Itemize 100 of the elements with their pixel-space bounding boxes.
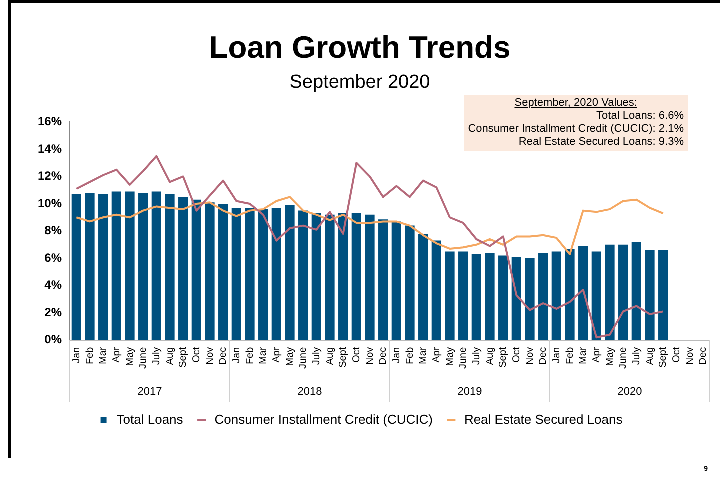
- x-tick-label: Aug: [324, 347, 336, 366]
- x-tick-label: July: [471, 347, 482, 366]
- x-tick-label: Sept: [178, 347, 190, 368]
- x-tick-label: July: [631, 347, 642, 366]
- annotation: Consumer Installment Credit (CUCIC): 2.1%: [468, 123, 684, 136]
- x-tick-label: June: [458, 346, 470, 370]
- x-tick-label: Oct: [191, 347, 202, 363]
- bar: [125, 192, 135, 340]
- bar: [578, 246, 588, 340]
- x-tick-label: Oct: [671, 347, 682, 363]
- annotation: Total Loans: 6.6%: [596, 110, 684, 123]
- x-tick-label: Feb: [564, 346, 576, 365]
- x-tick-label: Sept: [498, 347, 510, 368]
- y-tick-label: 8%: [44, 224, 62, 238]
- x-tick-label: Dec: [218, 347, 230, 366]
- bar: [592, 252, 602, 340]
- x-tick-label: Oct: [351, 347, 362, 363]
- bar: [72, 194, 82, 340]
- text: September, 2020 Values:: [514, 97, 638, 110]
- bar: [152, 192, 162, 340]
- bar: [178, 197, 188, 340]
- x-tick-label: Apr: [431, 346, 442, 363]
- bar: [138, 193, 148, 340]
- bar: [392, 222, 402, 340]
- bar: [365, 214, 375, 340]
- x-tick-label: Nov: [684, 347, 696, 366]
- y-tick-label: 12%: [38, 169, 62, 184]
- x-tick-label: Feb: [244, 346, 256, 365]
- bar: [245, 208, 255, 340]
- bar: [458, 252, 468, 340]
- y-tick-label: 2%: [44, 305, 62, 320]
- y-tick-label: 10%: [38, 196, 62, 210]
- x-tick-label: May: [444, 347, 456, 366]
- x-tick-label: Feb: [84, 346, 96, 365]
- bar: [658, 250, 668, 340]
- legend-label: Real Estate Secured Loans: [464, 412, 624, 428]
- bar: [205, 202, 215, 340]
- x-tick-label: Apr: [111, 346, 122, 363]
- chart-title: Loan Growth Trends: [208, 30, 512, 66]
- bar: [498, 256, 508, 340]
- bar: [272, 208, 282, 340]
- y-tick-label: 4%: [44, 278, 62, 292]
- annotation: Real Estate Secured Loans: 9.3%: [518, 136, 684, 149]
- bar: [472, 254, 482, 340]
- bar: [512, 257, 522, 340]
- x-tick-label: June: [298, 346, 310, 370]
- x-tick-label: Mar: [578, 346, 590, 365]
- bar: [525, 258, 535, 340]
- x-tick-label: Jan: [231, 347, 242, 364]
- y-tick-label: 14%: [38, 142, 62, 156]
- x-tick-label: Jan: [551, 347, 562, 364]
- bar: [552, 252, 562, 340]
- y-tick-label: 6%: [44, 250, 62, 265]
- x-tick-label: Aug: [484, 347, 496, 366]
- x-tick-label: Mar: [418, 346, 430, 365]
- bar: [258, 209, 268, 340]
- bar: [618, 244, 628, 340]
- bar: [298, 210, 308, 340]
- bar: [632, 242, 642, 340]
- bar: [378, 220, 388, 340]
- bar: [85, 193, 95, 340]
- legend-label: Total Loans: [116, 412, 184, 428]
- x-tick-label: Dec: [378, 347, 390, 366]
- x-tick-label: Sept: [338, 347, 350, 368]
- bar: [232, 208, 242, 340]
- x-tick-label: May: [284, 347, 296, 366]
- bar: [338, 214, 348, 340]
- x-tick-label: Apr: [271, 346, 282, 363]
- bar: [285, 205, 295, 340]
- text: 2017: [138, 386, 162, 398]
- x-tick-label: Nov: [364, 347, 376, 366]
- x-tick-label: Aug: [164, 347, 176, 366]
- x-tick-label: Aug: [644, 347, 656, 366]
- x-tick-label: Mar: [98, 346, 110, 365]
- x-tick-label: Jan: [71, 347, 82, 364]
- x-tick-label: May: [124, 347, 136, 366]
- chart-subtitle: September 2020: [288, 72, 432, 94]
- bar: [218, 204, 228, 340]
- x-tick-label: July: [311, 347, 322, 366]
- x-tick-label: Nov: [524, 347, 536, 366]
- bar: [352, 214, 362, 340]
- x-tick-label: Apr: [591, 346, 602, 363]
- x-tick-label: July: [151, 347, 162, 366]
- bar: [485, 253, 495, 340]
- y-tick-label: 16%: [38, 114, 62, 129]
- bar: [645, 250, 655, 340]
- bar: [605, 244, 615, 340]
- text: 2020: [618, 386, 642, 398]
- bar: [325, 214, 335, 340]
- bar: [192, 200, 202, 340]
- text: 2019: [458, 386, 482, 398]
- bar: [98, 194, 108, 340]
- bar: [538, 253, 548, 340]
- x-tick-label: Dec: [538, 347, 550, 366]
- x-tick-label: Feb: [404, 346, 416, 365]
- bar: [418, 234, 428, 340]
- x-tick-label: June: [138, 346, 150, 370]
- bar: [565, 248, 575, 340]
- bar: [445, 252, 455, 340]
- legend-label: Consumer Installment Credit (CUCIC): [214, 412, 433, 428]
